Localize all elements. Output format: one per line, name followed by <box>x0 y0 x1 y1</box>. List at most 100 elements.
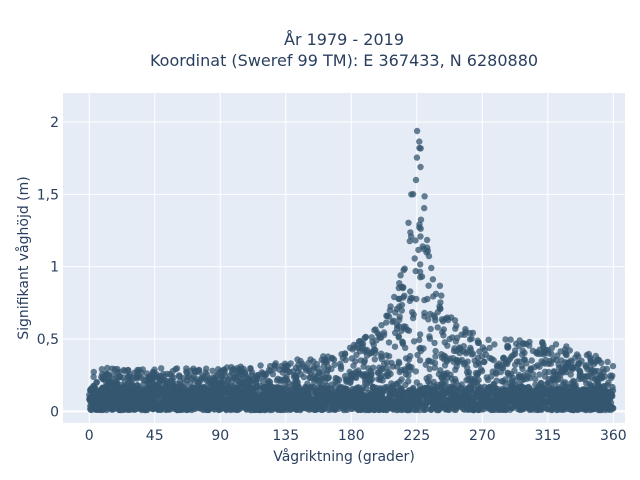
data-point <box>257 362 264 369</box>
data-point <box>417 261 424 268</box>
data-point <box>425 357 433 364</box>
data-point <box>544 346 551 354</box>
data-point <box>531 401 538 408</box>
data-point <box>368 334 375 341</box>
data-point <box>412 267 419 275</box>
data-point <box>527 365 534 372</box>
data-point <box>360 363 367 370</box>
data-point <box>197 384 204 392</box>
data-point <box>515 402 522 409</box>
data-point <box>141 377 148 384</box>
data-point <box>136 385 144 392</box>
data-point <box>452 378 460 385</box>
data-point <box>541 360 549 367</box>
data-point <box>463 403 470 411</box>
data-point <box>202 386 210 393</box>
data-point <box>483 374 490 381</box>
data-point <box>562 379 569 386</box>
data-point <box>543 389 550 397</box>
data-point <box>479 388 486 396</box>
data-point <box>102 403 109 410</box>
data-point <box>158 365 165 372</box>
data-point <box>153 371 160 378</box>
data-point <box>427 325 434 333</box>
data-point <box>572 354 579 361</box>
data-point <box>574 393 582 400</box>
data-point <box>267 367 274 375</box>
data-point <box>411 397 418 405</box>
data-point <box>424 244 431 251</box>
data-point <box>335 386 343 393</box>
data-point <box>191 390 198 397</box>
data-point <box>331 361 338 368</box>
data-point <box>462 328 469 335</box>
data-point <box>417 344 424 352</box>
data-point <box>267 393 274 400</box>
data-point <box>532 387 539 394</box>
data-point <box>429 395 437 402</box>
data-point <box>417 163 424 171</box>
data-point <box>415 246 422 254</box>
data-point <box>452 391 460 399</box>
data-point <box>177 377 184 385</box>
data-point <box>416 144 423 152</box>
data-point <box>426 365 433 373</box>
data-point <box>419 394 426 402</box>
data-point <box>506 397 514 404</box>
data-point <box>504 360 511 368</box>
data-point <box>322 356 329 363</box>
data-point <box>471 357 478 364</box>
data-point <box>90 373 97 381</box>
data-point <box>609 372 616 379</box>
data-point <box>592 399 600 407</box>
data-point <box>478 368 486 375</box>
data-point <box>121 401 128 408</box>
data-point <box>405 219 412 226</box>
data-point <box>461 359 469 367</box>
data-points <box>86 127 617 414</box>
chart-title-line1: År 1979 - 2019 <box>284 30 404 49</box>
data-point <box>378 322 385 329</box>
data-point <box>285 368 292 375</box>
data-point <box>387 303 394 310</box>
data-point <box>306 403 314 410</box>
data-point <box>514 385 522 392</box>
data-point <box>149 375 156 383</box>
data-point <box>371 327 378 334</box>
x-axis-title: Vågriktning (grader) <box>273 448 415 465</box>
data-point <box>93 379 100 386</box>
data-point <box>213 396 220 403</box>
data-point <box>417 233 424 240</box>
data-point <box>466 336 474 343</box>
data-point <box>557 371 564 378</box>
data-point <box>316 379 323 386</box>
data-point <box>544 379 551 386</box>
data-point <box>161 392 168 399</box>
data-point <box>201 400 208 408</box>
data-point <box>322 378 329 385</box>
data-point <box>342 356 349 364</box>
data-point <box>271 362 279 369</box>
data-point <box>416 224 423 231</box>
data-point <box>443 390 450 397</box>
data-point <box>483 403 490 411</box>
data-point <box>184 374 192 381</box>
data-point <box>375 331 382 338</box>
data-point <box>551 386 558 394</box>
data-point <box>108 387 115 394</box>
data-point <box>450 384 457 392</box>
data-point <box>202 369 209 376</box>
y-tick-label: 0,5 <box>37 332 59 348</box>
data-point <box>383 319 390 326</box>
data-point <box>396 316 403 323</box>
data-point <box>171 392 178 399</box>
data-point <box>417 216 425 223</box>
data-point <box>536 398 543 405</box>
data-point <box>337 365 345 372</box>
data-point <box>379 377 386 384</box>
data-point <box>385 368 392 376</box>
data-point <box>524 373 531 380</box>
data-point <box>408 191 415 198</box>
data-point <box>582 363 590 370</box>
data-point <box>129 396 136 404</box>
